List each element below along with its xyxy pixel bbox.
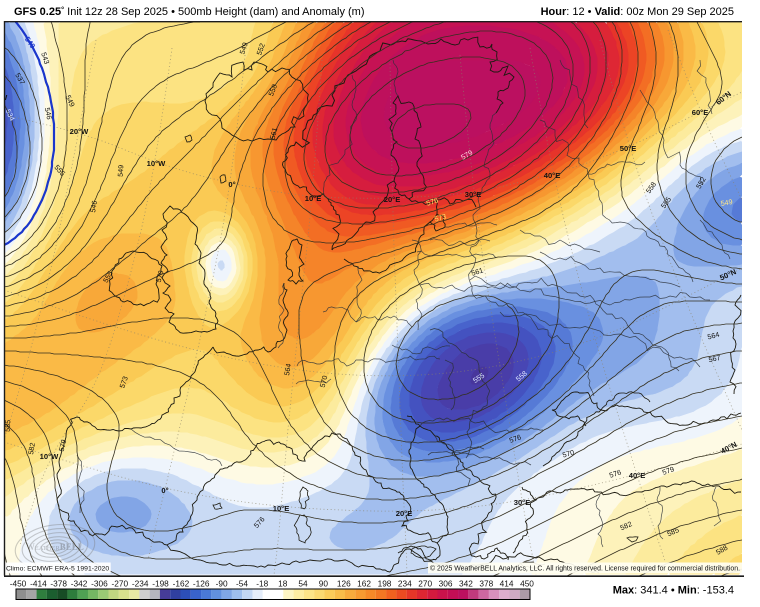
svg-text:573: 573 <box>433 212 447 224</box>
svg-text:10°W: 10°W <box>147 159 166 168</box>
svg-text:414: 414 <box>500 579 514 589</box>
svg-text:-414: -414 <box>30 579 47 589</box>
svg-text:0°: 0° <box>161 486 168 495</box>
svg-text:561: 561 <box>470 265 484 277</box>
svg-text:-54: -54 <box>236 579 248 589</box>
svg-text:Hour: 12 • Valid: 00z Mon 29 S: Hour: 12 • Valid: 00z Mon 29 Sep 2025 <box>541 6 734 18</box>
svg-text:40°E: 40°E <box>629 471 646 480</box>
svg-text:573: 573 <box>117 375 130 389</box>
svg-text:198: 198 <box>378 579 392 589</box>
svg-text:18: 18 <box>278 579 288 589</box>
svg-text:-198: -198 <box>152 579 169 589</box>
svg-text:10°E: 10°E <box>305 194 322 203</box>
svg-text:20°E: 20°E <box>396 509 413 518</box>
svg-text:546: 546 <box>88 200 99 213</box>
svg-text:60°E: 60°E <box>692 108 709 117</box>
svg-text:270: 270 <box>418 579 432 589</box>
svg-text:576: 576 <box>508 432 522 445</box>
svg-text:576: 576 <box>425 195 439 207</box>
svg-text:567: 567 <box>708 353 722 364</box>
svg-text:534: 534 <box>4 108 17 123</box>
svg-text:-162: -162 <box>173 579 190 589</box>
svg-text:558: 558 <box>266 83 279 97</box>
svg-text:10°W: 10°W <box>40 452 59 461</box>
svg-text:378: 378 <box>479 579 493 589</box>
svg-text:54: 54 <box>298 579 308 589</box>
svg-text:561: 561 <box>268 126 280 140</box>
svg-text:20°W: 20°W <box>70 127 89 136</box>
svg-text:579: 579 <box>661 464 675 477</box>
svg-text:Climo: ECMWF ERA-5 1991-2020: Climo: ECMWF ERA-5 1991-2020 <box>6 566 109 573</box>
svg-text:-342: -342 <box>71 579 88 589</box>
svg-text:126: 126 <box>337 579 351 589</box>
svg-text:-18: -18 <box>256 579 268 589</box>
svg-text:564: 564 <box>706 330 720 342</box>
svg-text:30°E: 30°E <box>465 190 482 199</box>
svg-text:543: 543 <box>39 51 51 65</box>
svg-text:549: 549 <box>720 197 733 208</box>
svg-text:585: 585 <box>666 525 681 538</box>
svg-text:20°E: 20°E <box>384 195 401 204</box>
svg-text:549: 549 <box>116 165 126 178</box>
svg-text:0°: 0° <box>228 180 235 189</box>
svg-text:162: 162 <box>357 579 371 589</box>
svg-text:Max: 341.4 • Min: -153.4: Max: 341.4 • Min: -153.4 <box>613 585 734 597</box>
svg-text:-450: -450 <box>10 579 27 589</box>
svg-text:234: 234 <box>398 579 412 589</box>
svg-text:WEATHERBELL: WEATHERBELL <box>26 542 83 552</box>
svg-text:90: 90 <box>319 579 329 589</box>
svg-text:-90: -90 <box>216 579 228 589</box>
svg-text:552: 552 <box>254 42 267 56</box>
svg-text:582: 582 <box>619 519 634 532</box>
svg-text:570: 570 <box>154 269 166 283</box>
svg-text:-378: -378 <box>50 579 67 589</box>
svg-text:30°W: 30°W <box>0 93 8 102</box>
svg-text:570: 570 <box>318 374 330 388</box>
svg-text:579: 579 <box>57 438 69 452</box>
svg-text:582: 582 <box>26 442 37 455</box>
svg-text:50°E: 50°E <box>620 144 637 153</box>
svg-text:-126: -126 <box>193 579 210 589</box>
svg-text:-234: -234 <box>132 579 149 589</box>
svg-text:342: 342 <box>459 579 473 589</box>
svg-text:-270: -270 <box>111 579 128 589</box>
svg-text:-306: -306 <box>91 579 108 589</box>
svg-text:306: 306 <box>439 579 453 589</box>
svg-text:570: 570 <box>561 448 575 460</box>
svg-text:© 2025 WeatherBELL Analytics,: © 2025 WeatherBELL Analytics, LLC. All r… <box>430 565 740 573</box>
svg-text:GFS 0.25° Init 12z 28 Sep 202: GFS 0.25° Init 12z 28 Sep 2025 • 500mb H… <box>14 5 364 18</box>
svg-text:40°E: 40°E <box>544 171 561 180</box>
svg-text:30°E: 30°E <box>514 498 531 507</box>
svg-text:585: 585 <box>3 420 13 433</box>
svg-text:576: 576 <box>608 467 622 479</box>
svg-text:549: 549 <box>237 41 249 55</box>
svg-text:546: 546 <box>43 107 54 121</box>
svg-text:450: 450 <box>520 579 534 589</box>
svg-text:564: 564 <box>282 363 293 376</box>
svg-text:10°E: 10°E <box>273 504 290 513</box>
